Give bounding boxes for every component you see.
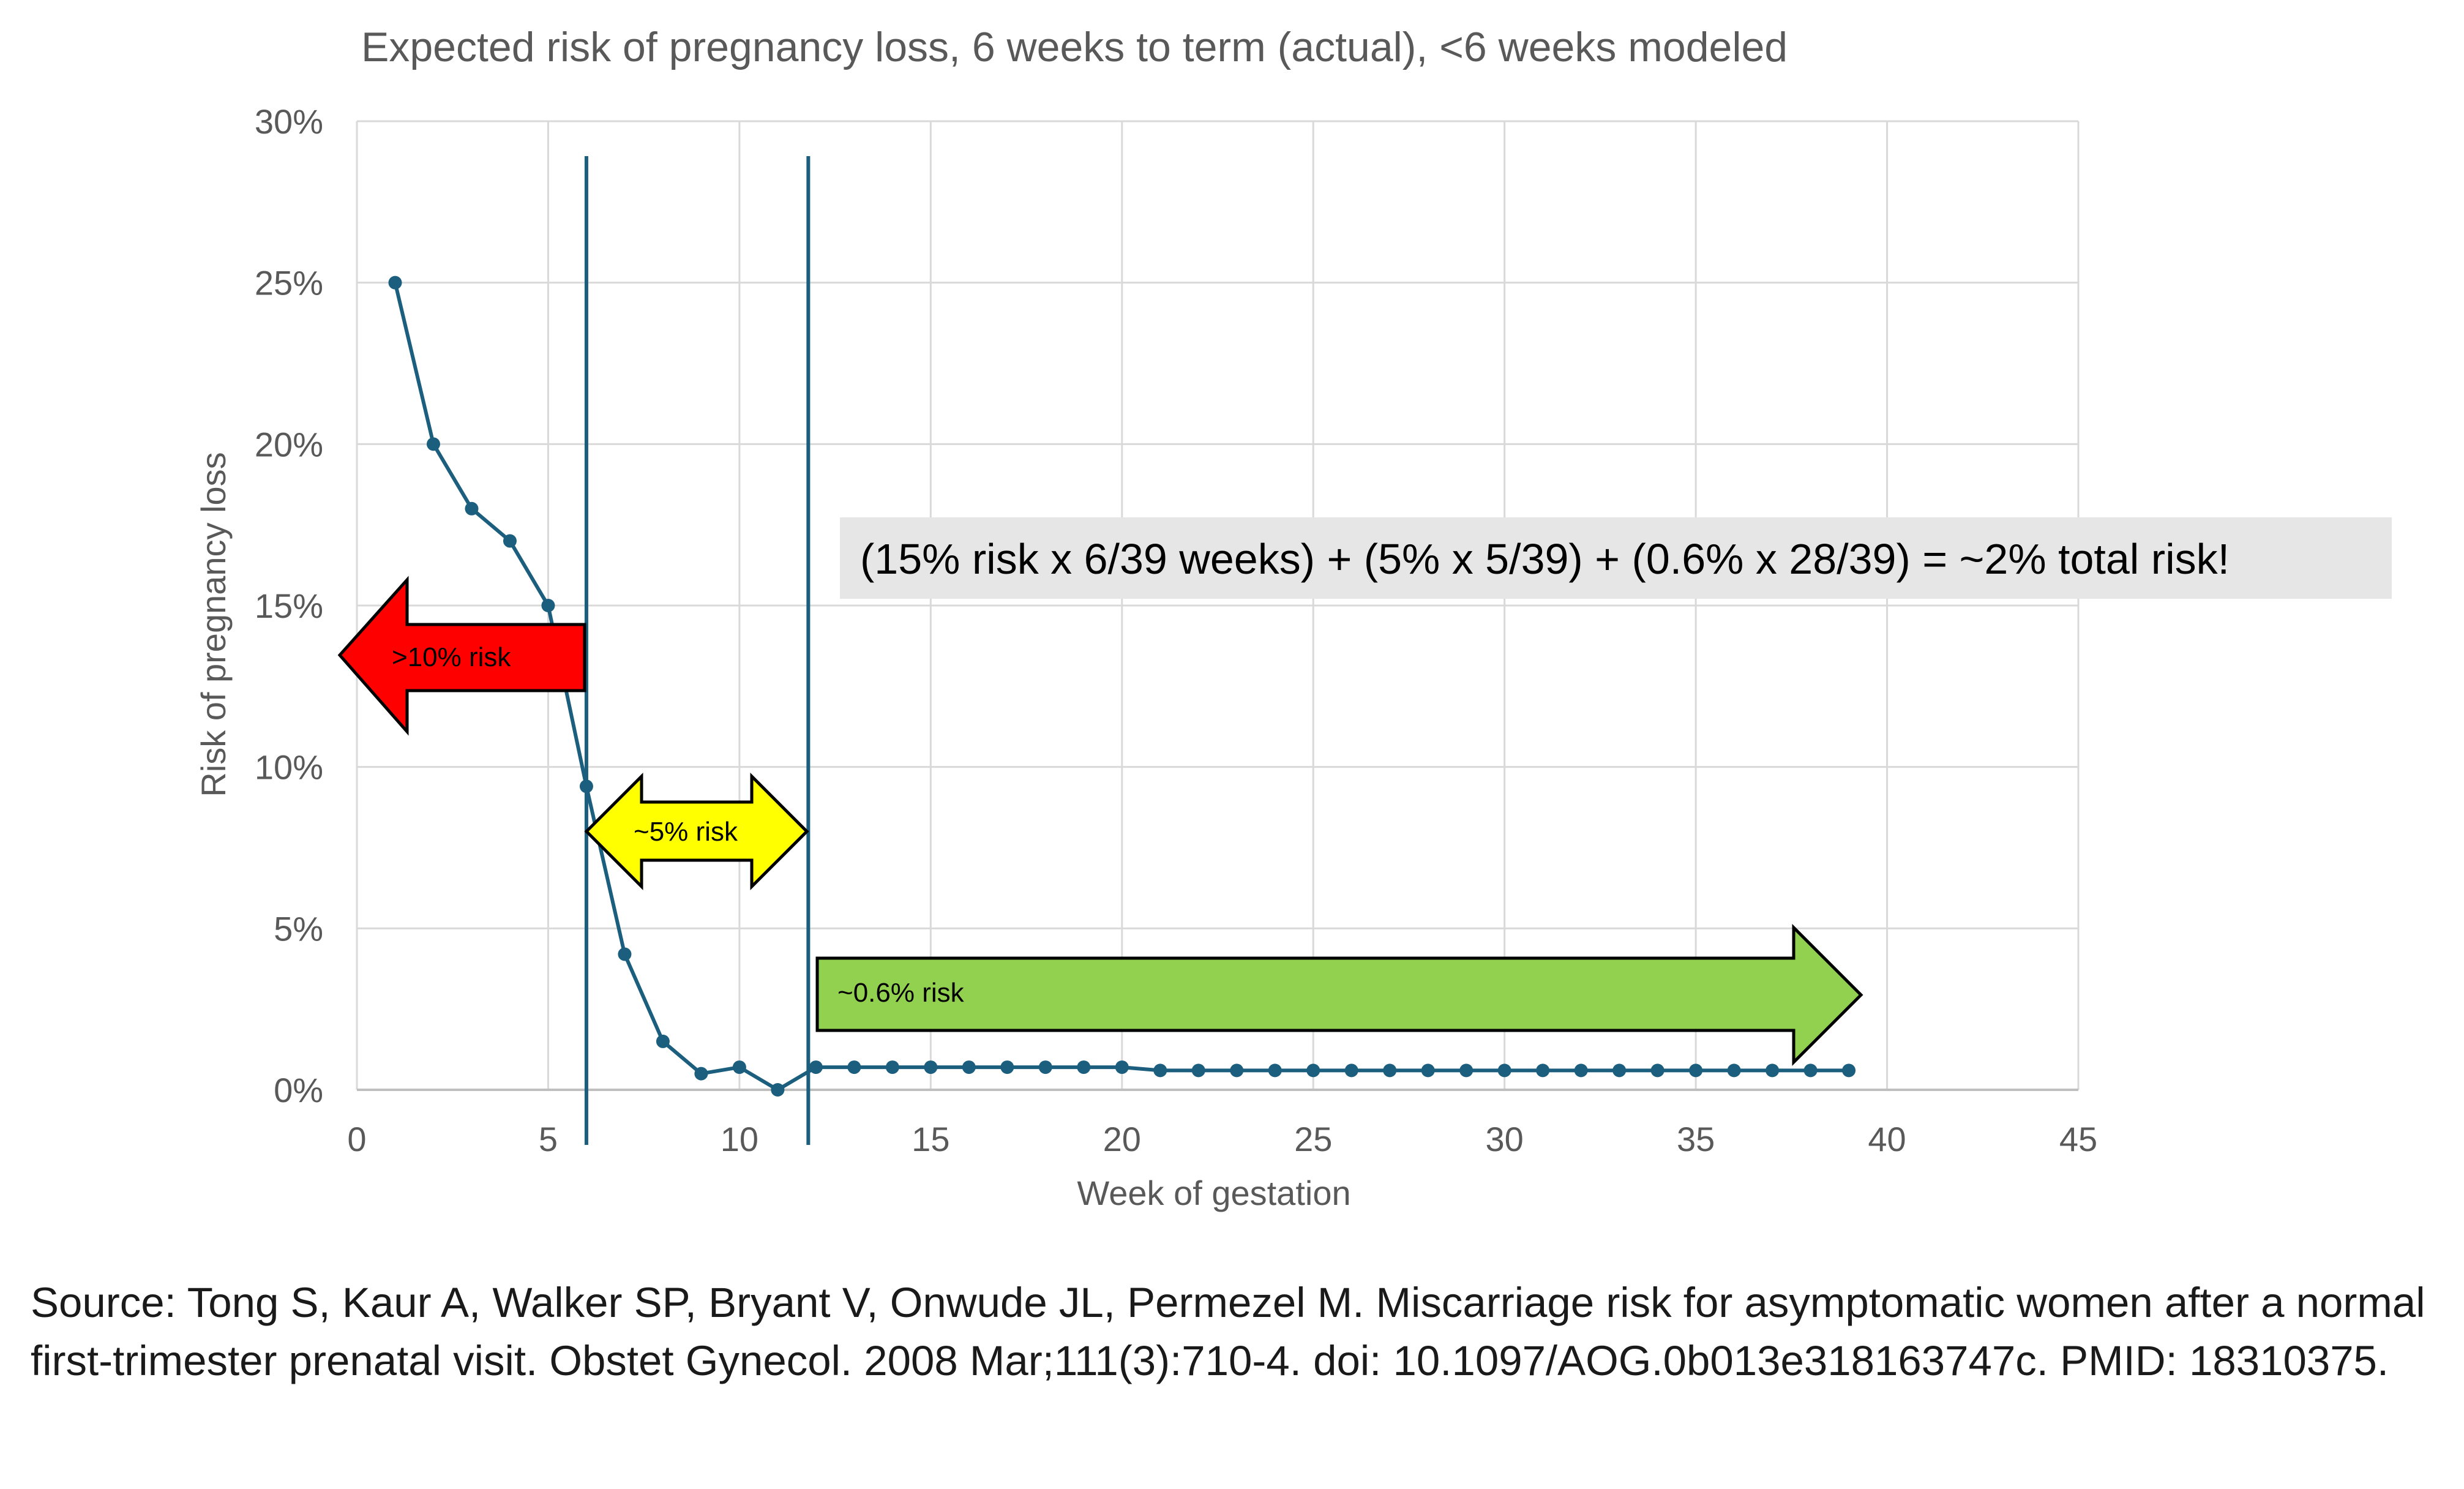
data-point (924, 1060, 938, 1075)
data-point (1803, 1063, 1818, 1078)
data-point (1727, 1063, 1741, 1078)
data-point (732, 1060, 746, 1075)
data-point (503, 534, 517, 548)
data-point (541, 599, 555, 612)
data-point (1038, 1060, 1052, 1075)
data-point (1536, 1063, 1550, 1078)
x-tick-label: 45 (2059, 1120, 2097, 1158)
data-point (1497, 1063, 1511, 1078)
data-point (1650, 1063, 1665, 1078)
red-arrow-shape (337, 576, 586, 736)
chart: Expected risk of pregnancy loss, 6 weeks… (194, 24, 2392, 1212)
y-tick-label: 0% (274, 1071, 323, 1109)
data-point (1268, 1063, 1282, 1078)
green-arrow-shape (815, 923, 1863, 1067)
data-point (694, 1067, 708, 1081)
green-arrow: ~0.6% risk (815, 923, 1863, 1067)
y-axis-label: Risk of pregnancy loss (194, 452, 233, 797)
yellow-arrow-label: ~5% risk (634, 817, 738, 847)
x-tick-label: 10 (721, 1120, 758, 1158)
grid (356, 120, 2080, 1091)
data-point (656, 1034, 670, 1048)
vertical-lines (584, 156, 811, 1145)
y-tick-label: 30% (255, 102, 323, 141)
y-tick-label: 10% (255, 748, 323, 787)
x-tick-label: 40 (1868, 1120, 1906, 1158)
data-point (1421, 1063, 1435, 1078)
y-tick-label: 15% (255, 587, 323, 625)
y-tick-label: 25% (255, 264, 323, 302)
data-point (1842, 1063, 1856, 1078)
yellow-arrow: ~5% risk (584, 772, 809, 891)
data-point (1612, 1063, 1627, 1078)
data-point (1115, 1060, 1129, 1075)
data-point (962, 1060, 976, 1075)
data-point (847, 1060, 861, 1075)
data-point (1459, 1063, 1474, 1078)
source-citation: Source: Tong S, Kaur A, Walker SP, Bryan… (31, 1279, 2425, 1384)
data-point (1191, 1063, 1205, 1078)
x-tick-label: 15 (912, 1120, 949, 1158)
data-point (771, 1083, 785, 1097)
data-point (1000, 1060, 1014, 1075)
data-point (465, 501, 479, 516)
red-arrow: >10% risk (337, 576, 586, 736)
data-point (1574, 1063, 1588, 1078)
x-tick-label: 0 (347, 1120, 366, 1158)
tick-labels: 0% 5% 10% 15% 20% 25% 30% 0 5 10 15 20 25 30 35 40 45 (255, 102, 2097, 1158)
data-point (618, 947, 632, 961)
x-axis-label: Week of gestation (1077, 1174, 1350, 1212)
data-point (1153, 1063, 1167, 1078)
red-arrow-label: >10% risk (392, 642, 511, 672)
data-point (426, 437, 440, 451)
data-point (1344, 1063, 1358, 1078)
y-tick-label: 5% (274, 909, 323, 948)
data-point (1383, 1063, 1397, 1078)
green-arrow-label: ~0.6% risk (837, 978, 965, 1008)
data-point (885, 1060, 899, 1075)
data-point (1306, 1063, 1320, 1078)
x-tick-label: 20 (1103, 1120, 1141, 1158)
formula-text: (15% risk x 6/39 weeks) + (5% x 5/39) + … (860, 535, 2230, 583)
data-point (809, 1060, 823, 1075)
x-tick-label: 25 (1294, 1120, 1332, 1158)
data-point (1766, 1063, 1780, 1078)
x-tick-label: 30 (1486, 1120, 1524, 1158)
data-point (388, 276, 402, 290)
x-tick-label: 5 (539, 1120, 558, 1158)
series-line-group (388, 276, 1856, 1097)
data-point (1077, 1060, 1091, 1075)
y-tick-label: 20% (255, 425, 323, 463)
data-point (1230, 1063, 1244, 1078)
x-tick-label: 35 (1677, 1120, 1715, 1158)
formula-box: (15% risk x 6/39 weeks) + (5% x 5/39) + … (840, 517, 2392, 599)
chart-title: Expected risk of pregnancy loss, 6 weeks… (361, 24, 1788, 70)
yellow-arrow-shape (584, 772, 809, 891)
formula-box-bg (840, 517, 2392, 599)
data-point (1689, 1063, 1703, 1078)
